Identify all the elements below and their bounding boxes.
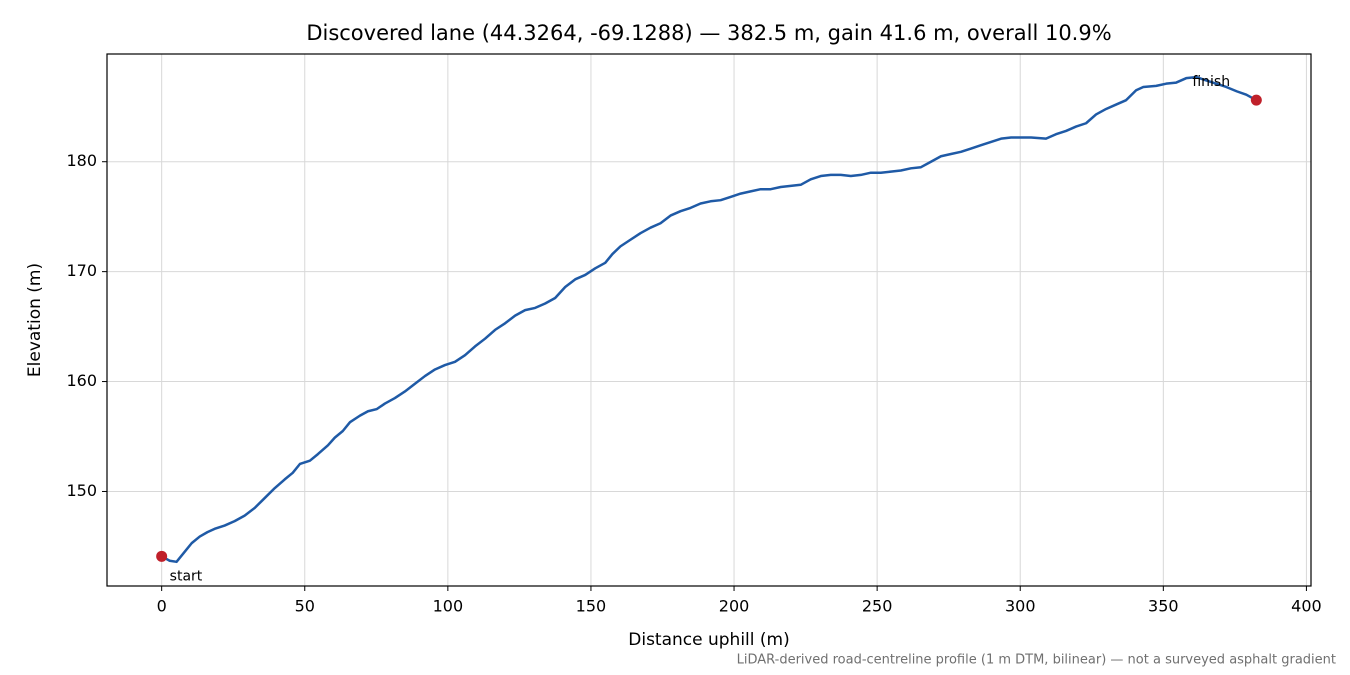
y-tick-label: 170 — [66, 261, 97, 280]
x-tick-label: 100 — [433, 597, 464, 616]
footnote: LiDAR-derived road-centreline profile (1… — [737, 653, 1336, 668]
y-tick-label: 160 — [66, 371, 97, 390]
elevation-line — [161, 75, 1257, 564]
finish-label: finish — [1192, 74, 1230, 90]
y-axis-label: Elevation (m) — [25, 263, 45, 377]
x-tick-label: 350 — [1148, 597, 1179, 616]
start-marker — [156, 550, 168, 562]
x-tick-label: 0 — [157, 597, 167, 616]
x-tick-label: 250 — [862, 597, 893, 616]
x-tick-label: 50 — [295, 597, 315, 616]
x-tick-label: 150 — [576, 597, 607, 616]
start-label: start — [170, 568, 203, 584]
x-axis-label: Distance uphill (m) — [628, 630, 789, 650]
x-tick-label: 200 — [719, 597, 750, 616]
x-tick-label: 400 — [1291, 597, 1322, 616]
y-tick-label: 150 — [66, 481, 97, 500]
chart-title: Discovered lane (44.3264, -69.1288) — 38… — [306, 21, 1111, 45]
plot-frame — [106, 53, 1312, 587]
finish-marker — [1250, 94, 1262, 106]
y-tick-label: 180 — [66, 151, 97, 170]
x-tick-label: 300 — [1005, 597, 1036, 616]
